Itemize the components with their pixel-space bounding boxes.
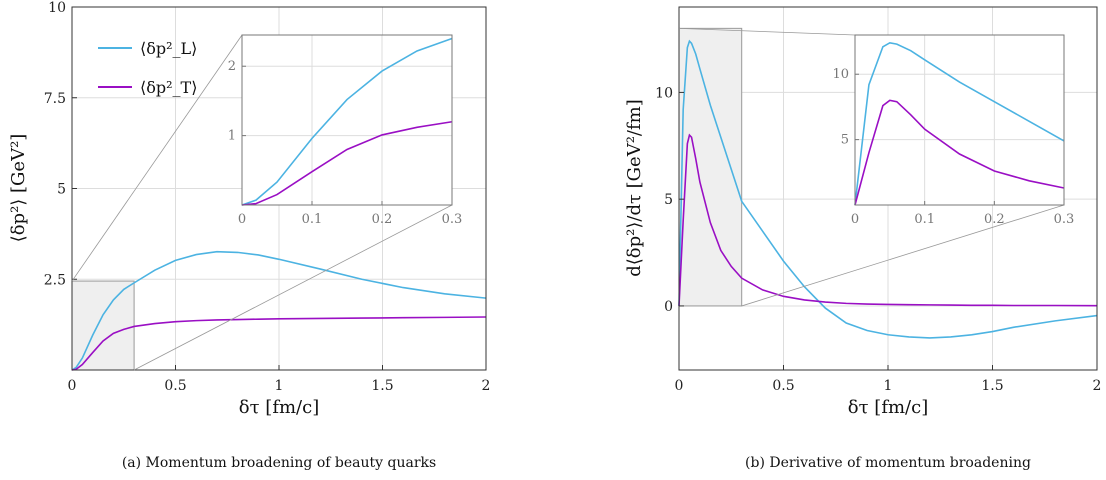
- y-tick-label: 10: [655, 85, 673, 101]
- panel-b-caption: (b) Derivative of momentum broadening: [745, 455, 1031, 471]
- x-tick-label: 1.5: [371, 378, 393, 394]
- inset-frame: [241, 34, 453, 206]
- zoom-connector-line: [71, 34, 243, 282]
- inset-frame: [854, 34, 1065, 206]
- inset-x-tick-label: 0.1: [302, 212, 323, 227]
- inset-x-tick-label: 0.2: [984, 212, 1005, 227]
- x-tick-label: 2: [482, 378, 491, 394]
- y-tick-label: 5: [57, 182, 66, 198]
- series-line-t: [71, 316, 487, 371]
- inset-series-line-l: [241, 37, 453, 206]
- inset-y-tick-label: 2: [228, 59, 236, 74]
- panel-a-series: [71, 250, 487, 371]
- y-tick-label: 0: [664, 299, 673, 315]
- zoom-region-box: [678, 27, 743, 307]
- x-tick-label: 0: [68, 378, 77, 394]
- panel-a-zoom-region: [71, 280, 135, 371]
- panel-b-y-label: d⟨δp²⟩/dτ [GeV²/fm]: [624, 99, 645, 277]
- panel-b-zoom-region: [678, 27, 743, 307]
- panel-a-caption: (a) Momentum broadening of beauty quarks: [122, 455, 436, 471]
- inset-x-tick-label: 0.1: [914, 212, 935, 227]
- x-tick-label: 1.5: [981, 378, 1003, 394]
- inset-y-tick-label: 5: [841, 133, 849, 148]
- legend-label-t: ⟨δp²_T⟩: [140, 78, 197, 97]
- x-tick-label: 0.5: [772, 378, 794, 394]
- inset-background: [242, 35, 452, 205]
- inset-series-line-t: [241, 120, 453, 206]
- panel-a-x-label: δτ [fm/c]: [239, 397, 319, 418]
- zoom-connector-line: [678, 27, 856, 36]
- zoom-region-box: [71, 280, 135, 371]
- inset-x-tick-label: 0: [851, 212, 859, 227]
- panel-b-x-ticks: 0 0.5 1 1.5 2: [675, 365, 1102, 394]
- panel-b-inset: 0 0.1 0.2 0.3 5 10: [678, 27, 1075, 307]
- panel-b: 0 0.5 1 1.5 2 0 5 10 δτ [fm/c] d⟨δp²⟩/dτ [GeV²…: [624, 6, 1102, 471]
- inset-series-line-t: [854, 99, 1065, 206]
- inset-background: [855, 35, 1064, 205]
- inset-x-tick-label: 0.2: [372, 212, 393, 227]
- inset-y-tick-label: 10: [832, 67, 849, 82]
- panel-a-y-label: ⟨δp²⟩ [GeV²]: [8, 134, 29, 243]
- panel-a: 0 0.5 1 1.5 2 2.557.510 δτ [fm/c] ⟨δp²⟩ [GeV…: [8, 0, 490, 471]
- series-line-t: [678, 133, 1098, 307]
- x-tick-label: 2: [1093, 378, 1102, 394]
- inset-x-tick-label: 0: [238, 212, 246, 227]
- series-line-l: [71, 250, 487, 371]
- x-tick-label: 1: [275, 378, 284, 394]
- y-tick-label: 7.5: [44, 91, 66, 107]
- inset-y-tick-label: 1: [228, 129, 236, 144]
- panel-a-legend: ⟨δp²_L⟩ ⟨δp²_T⟩: [98, 39, 197, 97]
- y-tick-label: 5: [664, 192, 673, 208]
- y-tick-label: 10: [48, 0, 66, 16]
- panel-a-x-ticks: 0 0.5 1 1.5 2: [68, 365, 491, 394]
- x-tick-label: 1: [884, 378, 893, 394]
- panel-b-series: [678, 39, 1098, 339]
- panel-a-y-ticks: 2.5 5 7.5 10: [44, 0, 77, 288]
- zoom-connector-line: [133, 204, 453, 371]
- inset-x-tick-label: 0.3: [442, 212, 463, 227]
- zoom-connector-line: [741, 204, 1065, 307]
- inset-x-tick-label: 0.3: [1054, 212, 1075, 227]
- legend-label-l: ⟨δp²_L⟩: [140, 39, 197, 58]
- x-tick-label: 0.5: [164, 378, 186, 394]
- panel-b-x-label: δτ [fm/c]: [848, 397, 928, 418]
- panel-b-y-ticks: 0 5 10: [655, 85, 684, 315]
- inset-series-line-l: [854, 42, 1065, 206]
- panel-a-inset: 0 0.1 0.2 0.3 1 2: [71, 34, 463, 371]
- x-tick-label: 0: [675, 378, 684, 394]
- y-tick-label: 2.5: [44, 272, 66, 288]
- series-line-l: [678, 39, 1098, 339]
